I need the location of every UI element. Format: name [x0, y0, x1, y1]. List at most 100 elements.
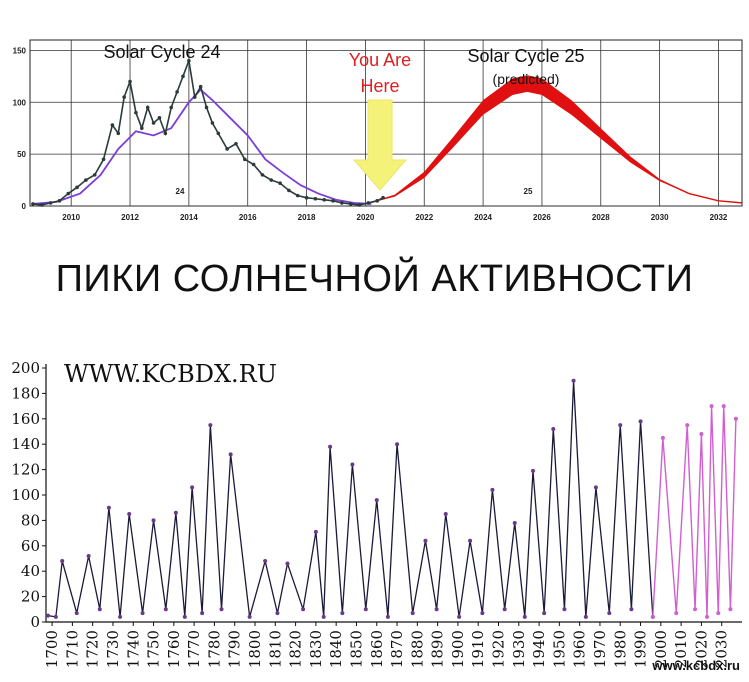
historical-point	[480, 611, 485, 616]
top-x-tick-label: 2024	[474, 213, 492, 222]
monthly-point	[313, 196, 318, 201]
bottom-x-tick-label: 1870	[388, 630, 406, 668]
cycle24-number: 24	[176, 187, 185, 196]
historical-point	[350, 462, 355, 467]
monthly-point	[216, 131, 221, 136]
bottom-x-tick-label: 1980	[611, 630, 629, 668]
historical-point	[118, 614, 123, 619]
historical-point	[502, 607, 507, 612]
monthly-point	[234, 141, 238, 146]
historical-point	[328, 444, 333, 449]
monthly-point	[31, 202, 35, 206]
historical-point	[127, 512, 132, 517]
historical-point	[200, 611, 205, 616]
historical-point	[542, 611, 547, 616]
page-heading: ПИКИ СОЛНЕЧНОЙ АКТИВНОСТИ	[55, 258, 694, 300]
bottom-y-tick-label: 0	[30, 613, 40, 631]
monthly-point	[92, 173, 97, 177]
top-x-tick-label: 2016	[239, 213, 257, 222]
historical-sunspot-chart: 0 20 40 60 80 100 120 140 160 180 200 1700 1710 1720…	[11, 359, 742, 673]
bottom-series	[46, 378, 738, 619]
bottom-y-tick-label: 200	[11, 359, 40, 377]
historical-point	[208, 423, 213, 428]
historical-point	[151, 518, 156, 523]
top-y-ticks: 0 50 100 150	[13, 46, 27, 211]
bottom-x-tick-label: 1710	[63, 630, 81, 668]
historical-point	[629, 607, 634, 612]
cycle25-subtitle: (predicted)	[493, 71, 560, 87]
monthly-point	[140, 126, 144, 130]
monthly-point	[84, 178, 88, 182]
bottom-x-tick-label: 1770	[185, 630, 203, 668]
you-are-here-line1: You Are	[349, 50, 411, 70]
cycle25-title: Solar Cycle 25	[467, 46, 584, 66]
bottom-x-tick-label: 1700	[43, 630, 61, 668]
future-point	[660, 435, 665, 440]
top-x-tick-label: 2012	[121, 213, 139, 222]
future-point	[704, 614, 709, 619]
bottom-y-tick-label: 40	[21, 562, 40, 580]
bottom-x-tick-label: 1970	[591, 630, 609, 668]
top-grid	[29, 39, 743, 207]
historical-point	[530, 468, 535, 473]
top-x-tick-label: 2032	[710, 213, 728, 222]
historical-point	[86, 553, 91, 558]
bottom-x-tick-label: 1910	[469, 630, 487, 668]
bottom-x-tick-label: 2030	[713, 630, 731, 668]
historical-point	[74, 611, 79, 616]
monthly-point	[66, 191, 71, 196]
cycle25-number: 25	[524, 187, 533, 196]
monthly-point	[134, 110, 138, 115]
future-point	[716, 611, 721, 616]
historical-point	[423, 538, 428, 543]
watermark: www.kcbdx.ru	[651, 658, 740, 673]
historical-point	[340, 611, 345, 616]
historical-point	[106, 505, 111, 510]
monthly-point	[375, 199, 379, 203]
monthly-point	[48, 201, 53, 205]
smoothed-line	[32, 88, 372, 205]
monthly-point	[198, 84, 203, 89]
top-x-tick-label: 2018	[298, 213, 316, 222]
historical-point	[60, 559, 65, 564]
historical-point	[363, 607, 368, 612]
historical-point	[190, 485, 195, 490]
historical-point	[228, 452, 233, 457]
historical-point	[490, 487, 495, 492]
monthly-point	[357, 203, 362, 207]
monthly-point	[260, 173, 265, 177]
bottom-x-tick-label: 1830	[307, 630, 325, 668]
bottom-x-tick-label: 1860	[368, 630, 386, 668]
historical-point	[395, 442, 400, 447]
monthly-point	[169, 105, 174, 110]
monthly-point	[331, 199, 335, 203]
future-point	[721, 404, 726, 409]
future-point	[733, 416, 738, 421]
historical-point	[313, 529, 318, 534]
top-x-ticks: 2010 2012 2014 2016 2018 2020 2022 2024 2026 2028…	[62, 213, 728, 222]
monthly-point	[340, 201, 344, 205]
historical-point	[571, 378, 576, 383]
historical-point	[163, 607, 168, 612]
historical-point	[219, 607, 224, 612]
future-line	[652, 406, 737, 617]
bottom-y-tick-label: 20	[21, 588, 40, 606]
top-x-tick-label: 2022	[415, 213, 433, 222]
historical-point	[468, 538, 473, 543]
monthly-point	[122, 95, 126, 99]
monthly-point	[304, 195, 309, 200]
future-point	[674, 611, 679, 616]
bottom-y-tick-label: 120	[11, 461, 40, 479]
bottom-x-tick-label: 1780	[205, 630, 223, 668]
bottom-x-tick-label: 1810	[266, 630, 284, 668]
bottom-x-tick-label: 1960	[571, 630, 589, 668]
historical-point	[562, 607, 567, 612]
monthly-point	[210, 121, 215, 125]
bottom-x-tick-label: 2000	[652, 630, 670, 668]
top-x-tick-label: 2010	[62, 213, 80, 222]
bottom-x-tick-label: 1890	[429, 630, 447, 668]
historical-point	[434, 607, 439, 612]
bottom-y-tick-label: 160	[11, 410, 40, 428]
top-x-tick-label: 2028	[592, 213, 610, 222]
